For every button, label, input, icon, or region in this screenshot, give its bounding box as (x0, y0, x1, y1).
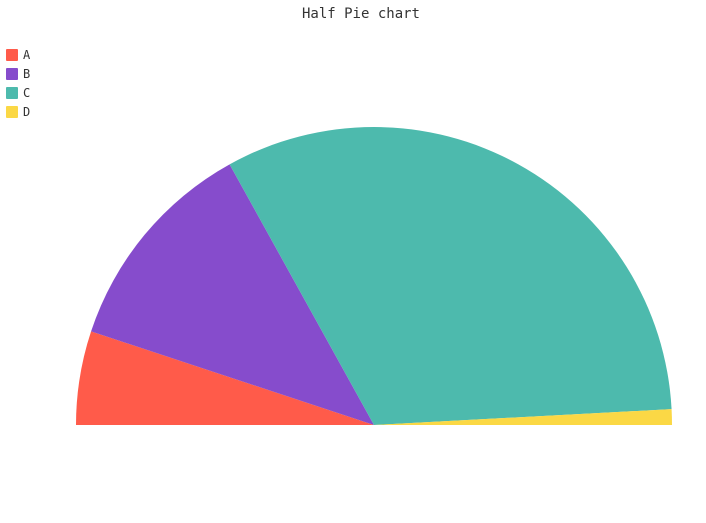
legend-label: C (23, 85, 31, 100)
pie-slice-a[interactable] (76, 331, 374, 425)
pie-slice-d[interactable] (374, 409, 672, 425)
legend-item-b[interactable]: B (6, 64, 30, 83)
legend-swatch (6, 86, 18, 99)
legend-label: B (23, 66, 31, 81)
pie-slice-b[interactable] (91, 164, 374, 425)
legend-swatch (6, 67, 18, 80)
legend-item-d[interactable]: D (6, 102, 30, 121)
chart-title: Half Pie chart (301, 6, 420, 22)
legend-swatch (6, 105, 18, 118)
legend-swatch (6, 48, 18, 61)
legend-label: D (23, 104, 31, 119)
legend-label: A (23, 47, 31, 62)
legend-item-a[interactable]: A (6, 45, 30, 64)
legend-item-c[interactable]: C (6, 83, 30, 102)
pie-slice-c[interactable] (229, 126, 672, 426)
